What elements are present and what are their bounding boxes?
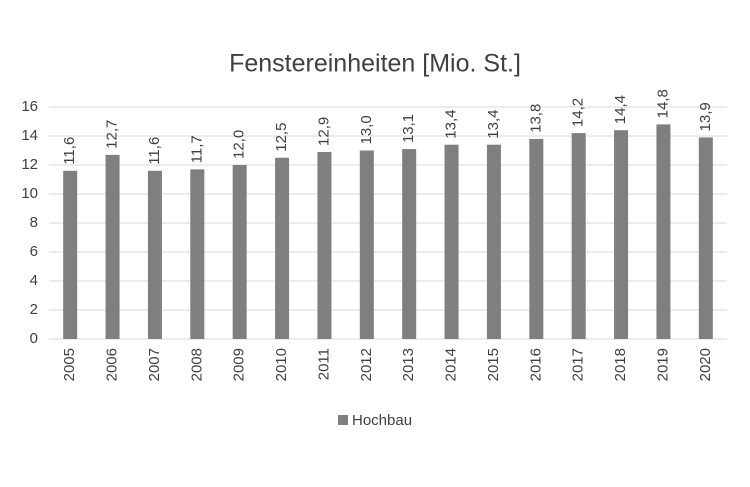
value-label: 14,8 [654, 89, 671, 118]
value-label: 13,0 [358, 115, 375, 144]
bar [359, 150, 374, 339]
value-label: 14,2 [570, 98, 587, 127]
y-tick-label: 4 [30, 272, 38, 289]
value-label: 11,7 [188, 135, 205, 163]
bar [275, 157, 290, 339]
y-tick-label: 10 [21, 185, 38, 202]
y-tick-label: 8 [30, 214, 38, 231]
value-label: 12,9 [315, 117, 332, 146]
value-label: 12,5 [273, 123, 290, 152]
x-tick-label: 2013 [400, 348, 417, 381]
value-label: 13,8 [527, 104, 544, 133]
y-tick-label: 6 [30, 243, 38, 260]
x-tick-label: 2016 [527, 348, 544, 381]
value-label: 13,4 [485, 109, 502, 138]
bar [656, 124, 671, 340]
value-label: 13,9 [697, 102, 714, 131]
bar [486, 144, 501, 339]
bar [614, 130, 629, 339]
y-tick-label: 16 [21, 98, 38, 115]
x-tick-label: 2009 [231, 348, 248, 381]
x-tick-label: 2010 [273, 348, 290, 381]
value-label: 12,7 [104, 120, 121, 149]
y-tick-label: 2 [30, 301, 38, 318]
bar [232, 165, 247, 339]
x-tick-label: 2019 [654, 348, 671, 381]
bar [529, 138, 544, 339]
bar [105, 154, 120, 339]
bar [190, 169, 205, 339]
x-tick-label: 2011 [315, 348, 332, 380]
y-tick-label: 0 [30, 330, 38, 347]
bar [571, 133, 586, 339]
y-tick-label: 14 [21, 127, 38, 144]
bar [63, 170, 78, 339]
value-label: 13,4 [443, 109, 460, 138]
bar [402, 149, 417, 339]
bar [317, 151, 332, 339]
x-tick-label: 2008 [188, 348, 205, 381]
legend-swatch [338, 415, 348, 425]
chart-title: Fenstereinheiten [Mio. St.] [229, 50, 521, 78]
x-tick-label: 2012 [358, 348, 375, 381]
x-tick-label: 2018 [612, 348, 629, 381]
legend-label: Hochbau [352, 412, 412, 429]
value-label: 11,6 [61, 137, 78, 165]
bar [444, 144, 459, 339]
x-tick-label: 2020 [697, 348, 714, 381]
bar [147, 170, 162, 339]
x-tick-label: 2017 [570, 348, 587, 381]
x-tick-label: 2014 [443, 348, 460, 381]
x-tick-label: 2007 [146, 348, 163, 381]
x-tick-label: 2005 [61, 348, 78, 381]
value-label: 11,6 [146, 137, 163, 165]
value-label: 14,4 [612, 95, 629, 124]
x-tick-label: 2006 [104, 348, 121, 381]
y-tick-label: 12 [21, 156, 38, 173]
x-tick-label: 2015 [485, 348, 502, 381]
value-label: 13,1 [400, 114, 417, 143]
bar [698, 137, 713, 339]
value-label: 12,0 [231, 130, 248, 159]
